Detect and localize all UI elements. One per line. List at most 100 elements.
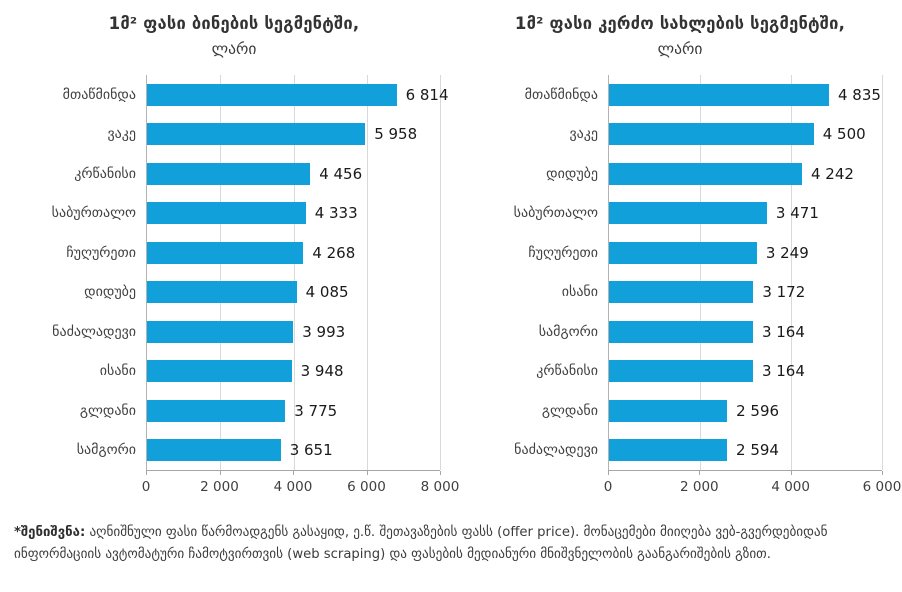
x-tick-label: 8 000 <box>420 479 460 495</box>
category-label: ისანი <box>561 284 598 301</box>
category-label: მთაწმინდა <box>62 86 136 103</box>
x-axis: 0 2 000 4 000 6 000 <box>604 470 901 498</box>
bar <box>609 83 829 106</box>
x-tick-mark <box>882 471 883 475</box>
grid-layer <box>609 75 883 470</box>
value-label: 3 775 <box>294 401 338 420</box>
plot-area: 6 814 5 958 4 456 4 333 4 268 4 085 3 993 3 948… <box>146 75 449 471</box>
value-label: 4 333 <box>314 204 358 223</box>
plot-wrap: მთაწმინდა ვაკე დიდუბე საბურთალო ჩუღურეთი ისან… <box>478 75 883 470</box>
value-label: 5 958 <box>374 125 418 144</box>
bar <box>609 439 728 462</box>
category-label: ვაკე <box>107 126 136 143</box>
category-label: გლდანი <box>79 402 136 419</box>
value-label: 3 164 <box>761 322 805 341</box>
bar <box>147 281 297 304</box>
gridline <box>293 75 295 470</box>
houses-price-chart: 1მ² ფასი კერძო სახლების სეგმენტში, ლარი … <box>478 14 902 498</box>
bar-row: 3 993 <box>147 312 440 352</box>
category-label: კრწანისი <box>74 165 136 182</box>
value-label: 6 814 <box>405 85 449 104</box>
plot-area: 4 835 4 500 4 242 3 471 3 249 3 172 3 164 3 164… <box>608 75 883 470</box>
bar <box>609 202 767 225</box>
gridline <box>700 75 701 470</box>
bar-row: 3 775 <box>147 391 440 431</box>
x-tick-label: 0 <box>141 479 151 495</box>
bar <box>147 241 304 264</box>
axis-spacer <box>478 470 608 498</box>
x-tick-label: 6 000 <box>862 479 902 495</box>
value-label: 4 242 <box>811 164 854 183</box>
chart-subtitle: ლარი <box>211 40 257 58</box>
gridline <box>791 75 792 470</box>
category-label: დიდუბე <box>546 165 598 182</box>
x-tick-mark <box>293 471 294 475</box>
category-label: საბურთალო <box>51 205 136 222</box>
x-tick-mark <box>440 471 441 475</box>
value-label: 3 164 <box>761 362 805 381</box>
bar <box>609 281 754 304</box>
chart-title: 1მ² ფასი კერძო სახლების სეგმენტში, <box>514 14 846 33</box>
x-tick-label: 4 000 <box>273 479 313 495</box>
category-label: ნაძალადევი <box>52 323 136 340</box>
grid-layer <box>147 75 441 470</box>
x-tick-mark <box>699 471 701 475</box>
bar-row: 3 651 <box>147 431 440 471</box>
x-tick-label: 2 000 <box>200 479 239 495</box>
category-label: მთაწმინდა <box>524 86 598 103</box>
bar <box>147 399 286 422</box>
x-tick-mark <box>219 471 221 475</box>
x-tick-mark <box>790 471 792 475</box>
bar-row: 4 835 <box>609 75 882 115</box>
category-label: სამგორი <box>76 442 136 459</box>
x-tick-mark <box>608 471 609 475</box>
x-tick-mark <box>366 471 368 475</box>
chart-title: 1მ² ფასი ბინების სეგმენტში, <box>108 14 360 33</box>
bar <box>147 162 311 185</box>
gridline <box>220 75 222 470</box>
x-axis: 0 2 000 4 000 6 000 8 000 <box>142 470 459 498</box>
apartments-price-chart: 1მ² ფასი ბინების სეგმენტში, ლარი მთაწმინ… <box>28 14 460 498</box>
bar-row: 6 814 <box>147 75 449 115</box>
charts-row: 1მ² ფასი ბინების სეგმენტში, ლარი მთაწმინ… <box>28 14 902 498</box>
bar <box>147 202 306 225</box>
bar <box>147 83 397 106</box>
bar <box>147 439 281 462</box>
bar-row: 3 249 <box>609 233 882 273</box>
gridline <box>366 75 368 470</box>
bar <box>609 123 814 146</box>
bar-row: 4 242 <box>609 154 882 194</box>
category-label: გლდანი <box>541 402 598 419</box>
bar <box>609 399 728 422</box>
bar-row: 5 958 <box>147 115 440 155</box>
bar-row: 3 948 <box>147 352 440 392</box>
category-label: დიდუბე <box>84 284 136 301</box>
bar <box>147 360 292 383</box>
value-label: 4 268 <box>312 243 356 262</box>
axis-spacer <box>28 470 146 498</box>
bar-row: 2 596 <box>609 391 882 431</box>
value-label: 4 085 <box>305 283 349 302</box>
bar <box>609 320 753 343</box>
x-tick-label: 0 <box>603 479 613 495</box>
category-label: კრწანისი <box>536 363 598 380</box>
category-label: ჩუღურეთი <box>528 244 598 261</box>
bar <box>147 320 294 343</box>
category-labels: მთაწმინდა ვაკე კრწანისი საბურთალო ჩუღურეთი დი… <box>28 75 146 470</box>
x-tick-label: 4 000 <box>771 479 810 495</box>
bar <box>147 123 366 146</box>
category-label: ნაძალადევი <box>514 442 598 459</box>
footnote-label: *შენიშვნა: <box>14 525 86 540</box>
value-label: 4 500 <box>822 125 866 144</box>
axis-row: 0 2 000 4 000 6 000 <box>478 470 901 498</box>
bar-row: 4 456 <box>147 154 440 194</box>
value-label: 4 835 <box>837 85 881 104</box>
plot-wrap: მთაწმინდა ვაკე კრწანისი საბურთალო ჩუღურეთი დი… <box>28 75 449 471</box>
bar-row: 4 268 <box>147 233 440 273</box>
value-label: 2 596 <box>736 401 780 420</box>
gridline <box>440 75 441 470</box>
bar-row: 4 500 <box>609 115 882 155</box>
x-tick-label: 6 000 <box>347 479 386 495</box>
category-label: ჩუღურეთი <box>66 244 136 261</box>
bar-row: 3 471 <box>609 194 882 234</box>
